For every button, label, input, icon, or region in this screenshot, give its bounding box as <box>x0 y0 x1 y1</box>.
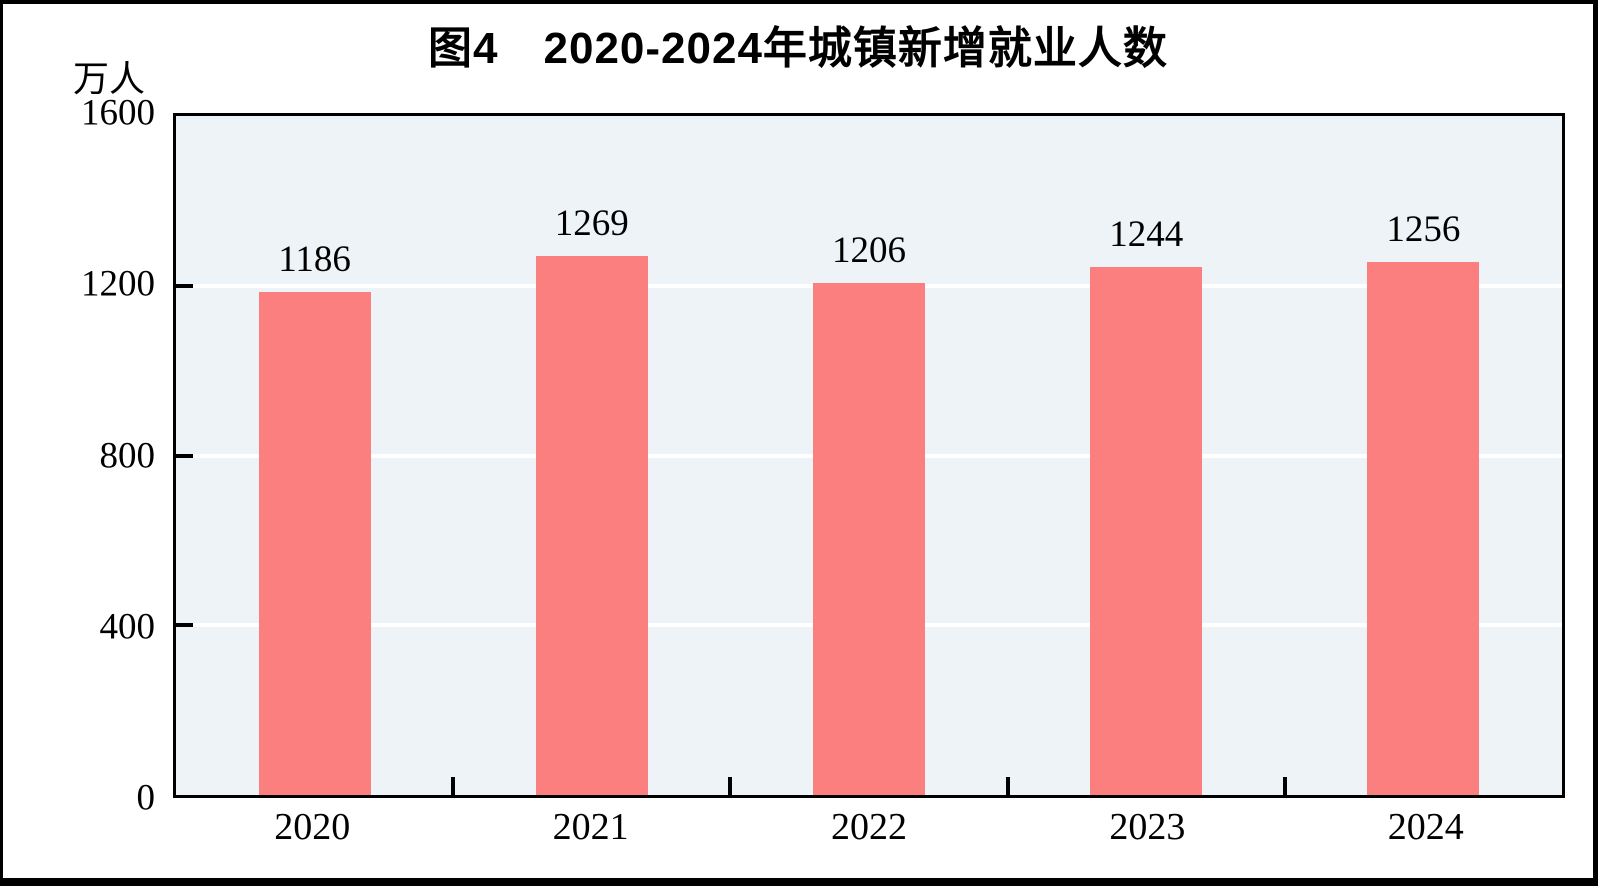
bar <box>1090 267 1203 795</box>
plot-area: 1186 1269 1206 1244 1256 <box>173 113 1565 798</box>
y-axis-unit-label: 万人 <box>73 59 146 99</box>
x-tick-label: 2022 <box>831 806 907 848</box>
bar-value-label: 1269 <box>554 203 629 245</box>
x-axis-tick-labels: 2020 2021 2022 2023 2024 <box>173 798 1565 868</box>
bar-value-label: 1256 <box>1386 209 1461 250</box>
x-tick-mark <box>451 777 456 795</box>
bar <box>535 256 648 795</box>
bar-value-label: 1206 <box>832 230 906 272</box>
chart-title: 图4 2020-2024年城镇新增就业人数 <box>428 24 1168 73</box>
bar-value-label: 1244 <box>1109 214 1184 256</box>
x-tick-label: 2024 <box>1387 806 1464 848</box>
y-tick-label: 1600 <box>81 92 155 134</box>
x-tick-label: 2023 <box>1109 806 1186 848</box>
y-tick-label: 0 <box>136 777 156 819</box>
y-tick-mark <box>176 623 193 628</box>
x-tick-label: 2021 <box>552 806 629 848</box>
bar-value-label: 1186 <box>278 238 351 280</box>
y-tick-label: 400 <box>99 606 156 648</box>
y-tick-label: 800 <box>99 435 156 476</box>
x-tick-label: 2020 <box>274 806 351 848</box>
x-tick-mark <box>728 777 733 795</box>
x-tick-mark <box>1282 777 1287 795</box>
bar <box>813 283 925 795</box>
y-tick-label: 1200 <box>81 263 155 305</box>
bar <box>258 291 371 795</box>
y-axis-tick-labels: 0 400 800 1200 1600 <box>9 95 156 817</box>
bar <box>1367 262 1480 795</box>
x-tick-mark <box>1005 777 1010 795</box>
y-tick-mark <box>176 453 193 458</box>
y-tick-mark <box>176 283 193 288</box>
